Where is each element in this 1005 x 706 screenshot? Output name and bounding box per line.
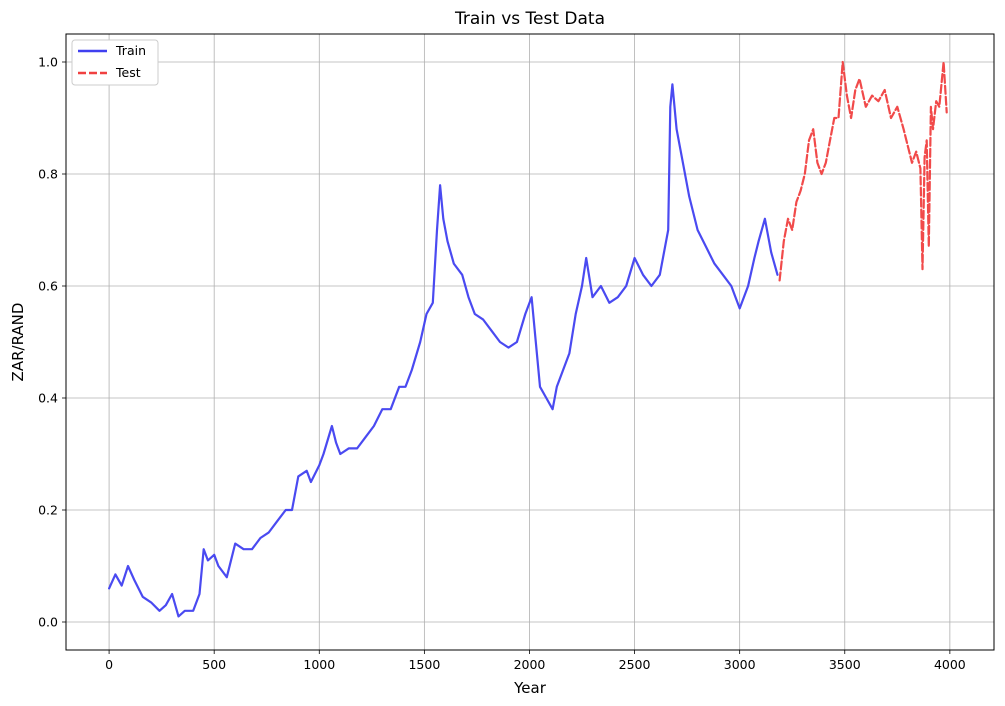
x-tick-label: 3000 bbox=[724, 657, 756, 672]
x-axis-title: Year bbox=[513, 679, 547, 697]
x-tick-label: 0 bbox=[105, 657, 113, 672]
legend: Train Test bbox=[71, 39, 159, 86]
y-tick-label: 0.8 bbox=[38, 167, 58, 182]
legend-label-test: Test bbox=[115, 65, 141, 80]
plot-frame bbox=[65, 33, 995, 651]
y-tick-label: 0.6 bbox=[38, 279, 58, 294]
series-line-test bbox=[778, 60, 948, 282]
grid bbox=[66, 34, 994, 650]
y-tick-label: 0.2 bbox=[38, 503, 58, 518]
x-tick-label: 1000 bbox=[303, 657, 335, 672]
series-line-train bbox=[107, 83, 779, 618]
x-tick-label: 1500 bbox=[408, 657, 440, 672]
y-tick-label: 0.4 bbox=[38, 391, 58, 406]
series-layer bbox=[107, 60, 948, 618]
x-tick-label: 500 bbox=[202, 657, 226, 672]
y-tick-label: 1.0 bbox=[38, 55, 58, 70]
x-tick-label: 2500 bbox=[619, 657, 651, 672]
x-tick-label: 4000 bbox=[934, 657, 966, 672]
y-tick-label: 0.0 bbox=[38, 615, 58, 630]
x-tick-label: 3500 bbox=[829, 657, 861, 672]
y-axis-title: ZAR/RAND bbox=[9, 303, 27, 382]
legend-label-train: Train bbox=[115, 43, 146, 58]
x-tick-label: 2000 bbox=[514, 657, 546, 672]
chart-title: Train vs Test Data bbox=[454, 9, 605, 29]
ticks: 0 500 1000 1500 2000 2500 3000 3500 4000 0.0 0.2 0.… bbox=[38, 55, 966, 673]
